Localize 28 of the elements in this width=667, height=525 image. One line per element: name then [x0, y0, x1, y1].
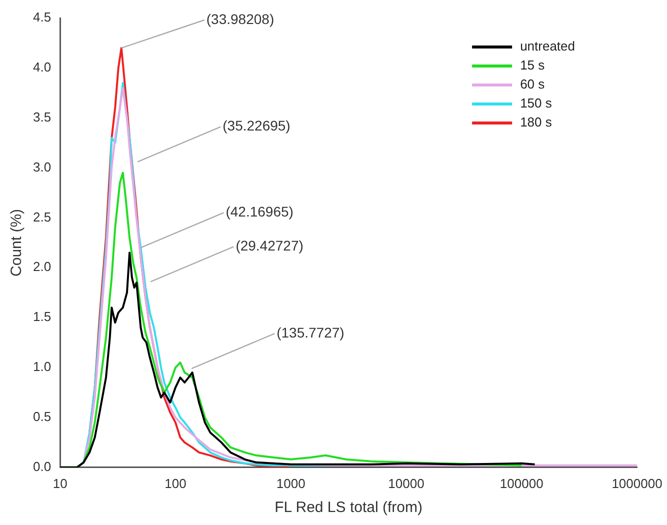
y-tick-label: 3.0 — [32, 159, 52, 174]
annotation: (42.16965) — [226, 204, 294, 220]
y-tick-label: 1.5 — [32, 309, 52, 324]
legend-label: 180 s — [520, 114, 552, 130]
x-tick-label: 10000 — [388, 476, 424, 491]
x-tick-label: 1000 — [276, 476, 306, 491]
legend-label: 15 s — [520, 58, 546, 73]
legend-label: 60 s — [520, 76, 546, 92]
y-tick-label: 0.5 — [32, 409, 52, 424]
x-tick-label: 100 — [164, 476, 186, 491]
legend-label: 150 s — [520, 96, 552, 111]
annotation: (35.22695) — [222, 118, 290, 134]
x-tick-label: 10 — [52, 476, 68, 491]
annotation: (33.98208) — [206, 10, 274, 27]
x-tick-label: 100000 — [500, 476, 544, 491]
y-tick-label: 0.0 — [32, 458, 52, 474]
y-tick-label: 1.0 — [32, 359, 52, 374]
y-tick-label: 2.0 — [32, 259, 52, 274]
annotation: (135.7727) — [276, 324, 344, 340]
y-tick-label: 3.5 — [32, 109, 52, 124]
y-tick-label: 4.5 — [32, 10, 52, 25]
y-tick-label: 2.5 — [32, 209, 52, 224]
x-tick-label: 1000000 — [612, 476, 662, 491]
x-axis-title: FL Red LS total (from) — [274, 499, 422, 516]
legend-label: untreated — [520, 38, 576, 54]
y-axis-title: Count (%) — [8, 208, 26, 276]
y-tick-label: 4.0 — [32, 60, 52, 75]
annotation: (29.42727) — [236, 238, 304, 254]
